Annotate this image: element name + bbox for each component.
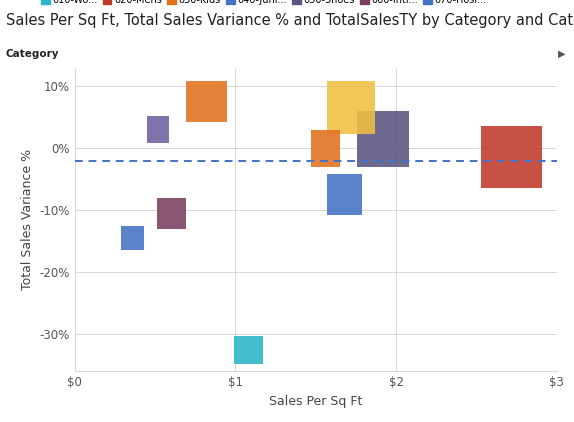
Text: ▶: ▶ <box>558 49 565 59</box>
Bar <box>147 116 169 143</box>
Y-axis label: Total Sales Variance %: Total Sales Variance % <box>21 149 34 290</box>
Bar <box>187 81 227 122</box>
Bar <box>121 226 144 250</box>
Legend: 010-Wo..., 020-Mens, 030-Kids, 040-Juni..., 050-Shoes, 060-Inti..., 070-Hosi...: 010-Wo..., 020-Mens, 030-Kids, 040-Juni.… <box>41 0 487 5</box>
Bar <box>481 127 542 189</box>
Bar <box>234 336 263 364</box>
Bar <box>358 111 409 167</box>
Bar <box>327 174 362 215</box>
Text: Category: Category <box>6 49 59 59</box>
Bar <box>327 81 375 134</box>
Bar <box>157 198 185 229</box>
Text: Sales Per Sq Ft, Total Sales Variance % and TotalSalesTY by Category and Categor: Sales Per Sq Ft, Total Sales Variance % … <box>6 13 574 28</box>
X-axis label: Sales Per Sq Ft: Sales Per Sq Ft <box>269 395 362 408</box>
Bar <box>311 130 340 167</box>
